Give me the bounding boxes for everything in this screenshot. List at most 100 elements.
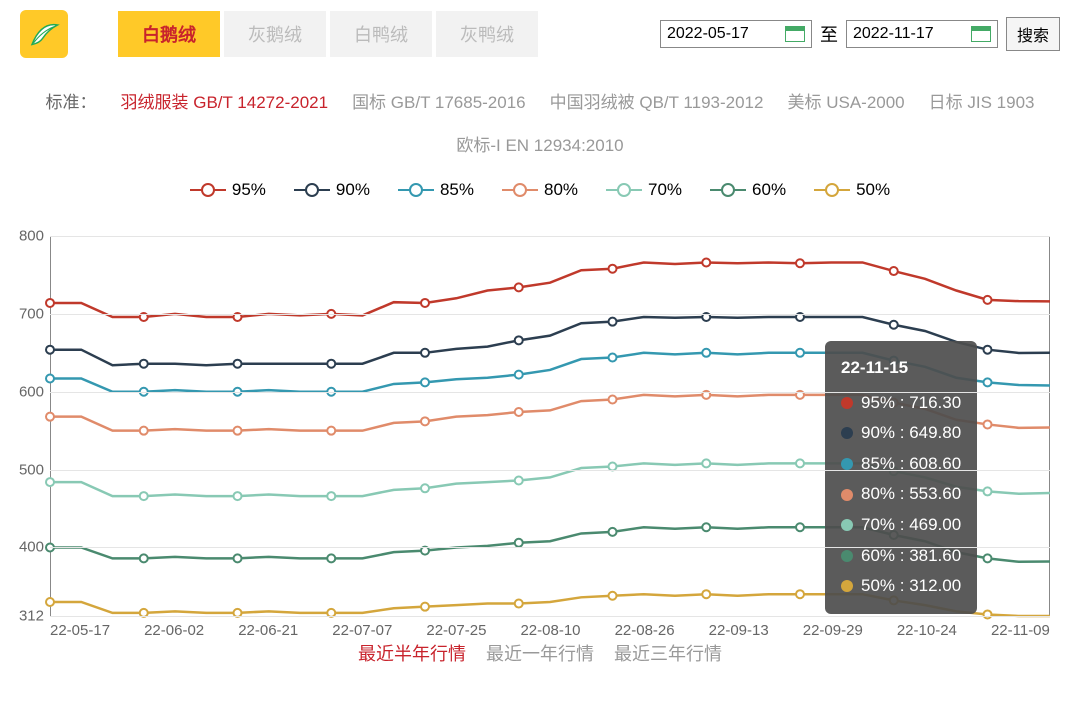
x-tick-label: 22-06-21 xyxy=(238,622,298,639)
tooltip-dot xyxy=(841,550,853,562)
chart[interactable]: 22-05-1722-06-0222-06-2122-07-0722-07-25… xyxy=(50,236,1050,616)
legend-item[interactable]: 85% xyxy=(398,180,474,200)
gridline xyxy=(50,470,1050,471)
series-marker xyxy=(796,523,804,531)
gridline xyxy=(50,236,1050,237)
x-tick-label: 22-08-10 xyxy=(520,622,580,639)
legend-label: 60% xyxy=(752,180,786,200)
legend-marker xyxy=(502,189,538,191)
x-tick-label: 22-07-07 xyxy=(332,622,392,639)
series-marker xyxy=(234,492,242,500)
series-marker xyxy=(421,378,429,386)
series-marker xyxy=(327,360,335,368)
series-marker xyxy=(46,598,54,606)
legend: 95% 90% 85% 80% 70% 60% 50% xyxy=(0,164,1080,216)
date-from-input[interactable] xyxy=(660,20,812,48)
legend-item[interactable]: 50% xyxy=(814,180,890,200)
series-marker xyxy=(140,554,148,562)
standard-item[interactable]: 中国羽绒被 QB/T 1193-2012 xyxy=(550,88,764,113)
tooltip-dot xyxy=(841,519,853,531)
series-marker xyxy=(421,349,429,357)
legend-item[interactable]: 95% xyxy=(190,180,266,200)
search-button[interactable]: 搜索 xyxy=(1006,17,1060,51)
gridline xyxy=(50,616,1050,617)
date-to-input[interactable] xyxy=(846,20,998,48)
series-marker xyxy=(702,523,710,531)
legend-item[interactable]: 90% xyxy=(294,180,370,200)
chart-area: 22-05-1722-06-0222-06-2122-07-0722-07-25… xyxy=(0,216,1080,626)
standard-item[interactable]: 美标 USA-2000 xyxy=(787,88,904,113)
y-tick-label: 500 xyxy=(19,461,50,478)
legend-marker xyxy=(398,189,434,191)
series-marker xyxy=(515,283,523,291)
standard-item[interactable]: 羽绒服装 GB/T 14272-2021 xyxy=(121,88,329,113)
series-marker xyxy=(796,349,804,357)
standards-row: 标准： 羽绒服装 GB/T 14272-2021国标 GB/T 17685-20… xyxy=(0,68,1080,123)
series-marker xyxy=(421,299,429,307)
series-line xyxy=(50,262,1050,317)
material-tab[interactable]: 白鹅绒 xyxy=(118,11,220,57)
series-marker xyxy=(46,346,54,354)
period-tab[interactable]: 最近半年行情 xyxy=(358,640,466,666)
series-marker xyxy=(515,477,523,485)
legend-marker xyxy=(814,189,850,191)
calendar-icon xyxy=(785,26,805,42)
period-tab[interactable]: 最近三年行情 xyxy=(614,640,722,666)
y-tick-label: 312 xyxy=(19,608,50,625)
series-marker xyxy=(609,353,617,361)
date-from-field[interactable] xyxy=(667,25,777,43)
series-marker xyxy=(234,427,242,435)
gridline xyxy=(50,314,1050,315)
x-tick-label: 22-09-29 xyxy=(803,622,863,639)
date-range: 至 搜索 xyxy=(660,17,1060,51)
y-tick-label: 700 xyxy=(19,305,50,322)
series-marker xyxy=(984,346,992,354)
x-axis: 22-05-1722-06-0222-06-2122-07-0722-07-25… xyxy=(50,616,1050,639)
series-marker xyxy=(421,417,429,425)
standard-item[interactable]: 欧标-I EN 12934:2010 xyxy=(456,131,623,156)
series-marker xyxy=(984,296,992,304)
x-tick-label: 22-06-02 xyxy=(144,622,204,639)
series-marker xyxy=(515,408,523,416)
date-to-field[interactable] xyxy=(853,25,963,43)
material-tab[interactable]: 灰鸭绒 xyxy=(436,11,538,57)
series-marker xyxy=(234,554,242,562)
standards-row2: 欧标-I EN 12934:2010 xyxy=(0,123,1080,164)
period-tab[interactable]: 最近一年行情 xyxy=(486,640,594,666)
series-marker xyxy=(140,360,148,368)
legend-item[interactable]: 80% xyxy=(502,180,578,200)
tooltip-title: 22-11-15 xyxy=(841,353,961,384)
series-marker xyxy=(46,478,54,486)
legend-label: 80% xyxy=(544,180,578,200)
series-marker xyxy=(515,539,523,547)
tooltip-dot xyxy=(841,397,853,409)
standard-item[interactable]: 日标 JIS 1903 xyxy=(929,88,1035,113)
legend-label: 95% xyxy=(232,180,266,200)
material-tab[interactable]: 灰鹅绒 xyxy=(224,11,326,57)
x-tick-label: 22-07-25 xyxy=(426,622,486,639)
legend-label: 90% xyxy=(336,180,370,200)
tooltip-label: 70% : 469.00 xyxy=(861,510,961,541)
standard-item[interactable]: 国标 GB/T 17685-2016 xyxy=(352,88,526,113)
tooltip-row: 60% : 381.60 xyxy=(841,541,961,572)
tooltip-dot xyxy=(841,489,853,501)
tooltip: 22-11-1595% : 716.3090% : 649.8085% : 60… xyxy=(825,341,977,614)
y-tick-label: 400 xyxy=(19,539,50,556)
x-tick-label: 22-10-24 xyxy=(897,622,957,639)
series-marker xyxy=(609,528,617,536)
material-tab[interactable]: 白鸭绒 xyxy=(330,11,432,57)
x-tick-label: 22-11-09 xyxy=(991,622,1050,639)
series-marker xyxy=(421,484,429,492)
series-marker xyxy=(515,600,523,608)
tooltip-dot xyxy=(841,458,853,470)
gridline xyxy=(50,547,1050,548)
tooltip-row: 85% : 608.60 xyxy=(841,449,961,480)
legend-item[interactable]: 70% xyxy=(606,180,682,200)
series-marker xyxy=(421,603,429,611)
x-tick-label: 22-08-26 xyxy=(615,622,675,639)
legend-item[interactable]: 60% xyxy=(710,180,786,200)
series-marker xyxy=(46,375,54,383)
tooltip-label: 60% : 381.60 xyxy=(861,541,961,572)
legend-label: 50% xyxy=(856,180,890,200)
material-tabs: 白鹅绒灰鹅绒白鸭绒灰鸭绒 xyxy=(118,11,538,57)
